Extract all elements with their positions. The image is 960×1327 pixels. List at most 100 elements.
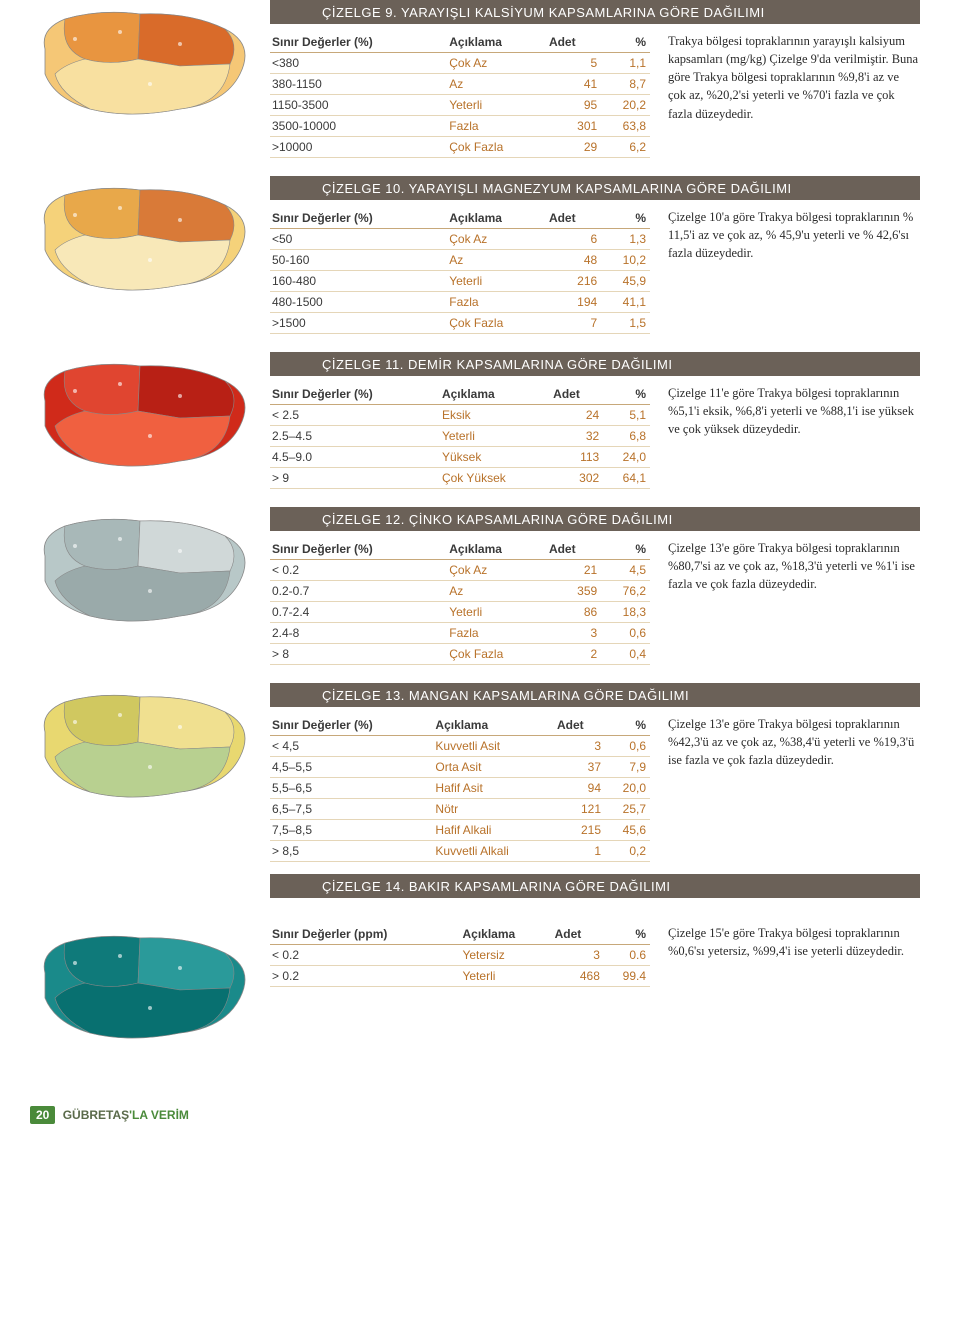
content-column: ÇİZELGE 10. YARAYIŞLI MAGNEZYUM KAPSAMLA…	[270, 176, 960, 334]
section-description: Çizelge 13'e göre Trakya bölgesi toprakl…	[668, 539, 920, 593]
table-cell: 29	[547, 137, 601, 158]
table-cell: 18,3	[601, 602, 650, 623]
table-cell: Çok Fazla	[447, 644, 547, 665]
table-cell: > 8	[270, 644, 447, 665]
section-title: ÇİZELGE 13. MANGAN KAPSAMLARINA GÖRE DAĞ…	[312, 683, 920, 707]
table-cell: 2.4-8	[270, 623, 447, 644]
table-header: %	[601, 539, 650, 560]
table-cell: 1	[555, 841, 605, 862]
table-cell: Yeterli	[460, 966, 552, 987]
table-and-description: Sınır Değerler (%)AçıklamaAdet%<380Çok A…	[270, 32, 920, 158]
table-cell: 45,9	[601, 271, 650, 292]
table-cell: Hafif Alkali	[433, 820, 555, 841]
section-c12: ÇİZELGE 12. ÇİNKO KAPSAMLARINA GÖRE DAĞI…	[0, 507, 960, 665]
table-cell: Eksik	[440, 405, 551, 426]
table-row: 1150-3500Yeterli9520,2	[270, 95, 650, 116]
table-header: Açıklama	[447, 539, 547, 560]
table-cell: 24	[551, 405, 603, 426]
table-header: Sınır Değerler (%)	[270, 32, 447, 53]
table-cell: 4,5	[601, 560, 650, 581]
table-and-description: Sınır Değerler (%)AçıklamaAdet%<50Çok Az…	[270, 208, 920, 334]
table-row: 160-480Yeterli21645,9	[270, 271, 650, 292]
table-row: 0.7-2.4Yeterli8618,3	[270, 602, 650, 623]
table-cell: 1150-3500	[270, 95, 447, 116]
section-c14: Sınır Değerler (ppm)AçıklamaAdet%< 0.2Ye…	[0, 924, 960, 1046]
section-c11: ÇİZELGE 11. DEMİR KAPSAMLARINA GÖRE DAĞI…	[0, 352, 960, 489]
table-cell: 6	[547, 229, 601, 250]
table-cell: 41,1	[601, 292, 650, 313]
table-cell: 64,1	[603, 468, 650, 489]
table-cell: Fazla	[447, 623, 547, 644]
table-row: 7,5–8,5Hafif Alkali21545,6	[270, 820, 650, 841]
section-description: Çizelge 15'e göre Trakya bölgesi toprakl…	[668, 924, 920, 960]
table-cell: Çok Fazla	[447, 313, 547, 334]
table-cell: Çok Yüksek	[440, 468, 551, 489]
table-cell: Yüksek	[440, 447, 551, 468]
table-cell: 113	[551, 447, 603, 468]
table-cell: Çok Fazla	[447, 137, 547, 158]
table-cell: 95	[547, 95, 601, 116]
table-and-description: Sınır Değerler (ppm)AçıklamaAdet%< 0.2Ye…	[270, 924, 920, 987]
table-cell: 1,5	[601, 313, 650, 334]
data-table: Sınır Değerler (%)AçıklamaAdet%<380Çok A…	[270, 32, 650, 158]
table-cell: < 4,5	[270, 736, 433, 757]
section-description: Çizelge 13'e göre Trakya bölgesi toprakl…	[668, 715, 920, 769]
table-header: Sınır Değerler (%)	[270, 384, 440, 405]
table-cell: 94	[555, 778, 605, 799]
data-table: Sınır Değerler (%)AçıklamaAdet%<50Çok Az…	[270, 208, 650, 334]
table-cell: 3	[547, 623, 601, 644]
table-header: Adet	[551, 384, 603, 405]
table-cell: Çok Az	[447, 53, 547, 74]
section-title: ÇİZELGE 12. ÇİNKO KAPSAMLARINA GÖRE DAĞI…	[312, 507, 920, 531]
table-cell: 20,2	[601, 95, 650, 116]
table-cell: 480-1500	[270, 292, 447, 313]
section-title-bar: ÇİZELGE 9. YARAYIŞLI KALSİYUM KAPSAMLARI…	[270, 0, 920, 24]
table-row: 50-160Az4810,2	[270, 250, 650, 271]
table-header: Adet	[553, 924, 604, 945]
table-cell: >10000	[270, 137, 447, 158]
table-cell: 99.4	[604, 966, 650, 987]
title-swatch	[270, 0, 312, 24]
section-title-bar: ÇİZELGE 11. DEMİR KAPSAMLARINA GÖRE DAĞI…	[270, 352, 920, 376]
table-header: Açıklama	[440, 384, 551, 405]
table-cell: 0.2-0.7	[270, 581, 447, 602]
data-table: Sınır Değerler (%)AçıklamaAdet%< 0.2Çok …	[270, 539, 650, 665]
content-column: ÇİZELGE 13. MANGAN KAPSAMLARINA GÖRE DAĞ…	[270, 683, 960, 906]
section-title-bar: ÇİZELGE 12. ÇİNKO KAPSAMLARINA GÖRE DAĞI…	[270, 507, 920, 531]
table-row: 0.2-0.7Az35976,2	[270, 581, 650, 602]
table-cell: < 2.5	[270, 405, 440, 426]
table-cell: Fazla	[447, 116, 547, 137]
footer-brand-1: GÜBRETAŞ	[63, 1108, 129, 1122]
table-cell: 215	[555, 820, 605, 841]
table-cell: 7	[547, 313, 601, 334]
title-swatch	[270, 683, 312, 707]
table-cell: Az	[447, 250, 547, 271]
section-title: ÇİZELGE 9. YARAYIŞLI KALSİYUM KAPSAMLARI…	[312, 0, 920, 24]
section-title-bar: ÇİZELGE 13. MANGAN KAPSAMLARINA GÖRE DAĞ…	[270, 683, 920, 707]
table-header: Açıklama	[447, 208, 547, 229]
data-table: Sınır Değerler (ppm)AçıklamaAdet%< 0.2Ye…	[270, 924, 650, 987]
map-column	[0, 352, 270, 474]
table-header: Adet	[547, 208, 601, 229]
table-cell: 41	[547, 74, 601, 95]
section-title: ÇİZELGE 11. DEMİR KAPSAMLARINA GÖRE DAĞI…	[312, 352, 920, 376]
table-header: Sınır Değerler (ppm)	[270, 924, 460, 945]
table-cell: 6,5–7,5	[270, 799, 433, 820]
table-header: Açıklama	[433, 715, 555, 736]
table-and-description: Sınır Değerler (%)AçıklamaAdet%< 0.2Çok …	[270, 539, 920, 665]
table-row: > 9Çok Yüksek30264,1	[270, 468, 650, 489]
page-footer: 20 GÜBRETAŞ'LA VERİM	[0, 1106, 960, 1124]
table-row: < 0.2Çok Az214,5	[270, 560, 650, 581]
table-header: Adet	[547, 32, 601, 53]
table-row: 4,5–5,5Orta Asit377,9	[270, 757, 650, 778]
table-cell: Kuvvetli Alkali	[433, 841, 555, 862]
table-cell: 3	[555, 736, 605, 757]
table-cell: 20,0	[605, 778, 650, 799]
table-cell: 160-480	[270, 271, 447, 292]
map-thumbnail	[30, 356, 260, 474]
section-title-bar: ÇİZELGE 10. YARAYIŞLI MAGNEZYUM KAPSAMLA…	[270, 176, 920, 200]
table-cell: Az	[447, 74, 547, 95]
table-cell: Çok Az	[447, 560, 547, 581]
table-cell: 24,0	[603, 447, 650, 468]
table-cell: 6,2	[601, 137, 650, 158]
